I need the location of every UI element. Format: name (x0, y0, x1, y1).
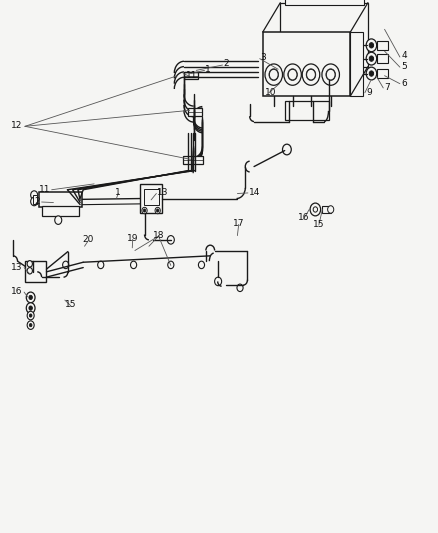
Circle shape (215, 277, 222, 286)
Bar (144, 189, 159, 205)
Text: 4: 4 (401, 51, 407, 60)
Text: 11: 11 (39, 185, 50, 193)
Circle shape (237, 284, 243, 292)
Bar (285, 0, 364, 5)
Circle shape (155, 207, 160, 214)
Bar (140, 184, 162, 213)
Circle shape (369, 71, 374, 76)
Circle shape (26, 303, 35, 313)
Circle shape (26, 292, 35, 303)
Circle shape (366, 67, 377, 80)
Circle shape (326, 69, 335, 80)
Circle shape (29, 314, 32, 317)
Text: 1: 1 (205, 65, 211, 74)
Text: 15: 15 (313, 220, 325, 229)
Circle shape (29, 295, 32, 300)
Circle shape (63, 261, 69, 269)
Text: 18: 18 (153, 231, 164, 239)
Circle shape (27, 261, 32, 267)
Text: 2: 2 (223, 60, 229, 68)
Text: 10: 10 (265, 88, 276, 96)
Bar (377, 41, 388, 50)
Circle shape (313, 207, 318, 212)
Bar (39, 192, 82, 207)
Text: 5: 5 (401, 62, 407, 70)
Text: 20: 20 (83, 235, 94, 244)
Text: 17: 17 (233, 219, 244, 228)
Circle shape (283, 144, 291, 155)
Circle shape (142, 207, 147, 214)
Text: 15: 15 (65, 301, 77, 309)
Circle shape (29, 324, 32, 327)
Circle shape (366, 52, 377, 65)
Circle shape (29, 306, 32, 310)
Bar (183, 156, 202, 164)
Text: 6: 6 (401, 79, 407, 87)
Text: 19: 19 (127, 234, 138, 243)
Circle shape (167, 236, 174, 244)
Circle shape (27, 321, 34, 329)
Circle shape (288, 69, 297, 80)
Circle shape (143, 209, 146, 212)
Text: 9: 9 (366, 88, 372, 96)
Bar (280, 3, 368, 67)
Circle shape (27, 311, 34, 320)
Bar (263, 32, 350, 96)
Text: 16: 16 (11, 287, 23, 296)
Bar (25, 261, 46, 282)
Circle shape (55, 216, 62, 224)
Text: 16: 16 (298, 214, 309, 222)
Bar (377, 54, 388, 63)
Circle shape (322, 64, 339, 85)
Text: 3: 3 (260, 53, 266, 62)
Circle shape (27, 268, 32, 274)
Circle shape (168, 261, 174, 269)
Text: 7: 7 (385, 83, 390, 92)
Bar (184, 72, 198, 79)
Text: 13: 13 (11, 263, 23, 271)
Circle shape (310, 203, 321, 216)
Circle shape (328, 206, 334, 213)
Circle shape (366, 39, 377, 52)
Text: 11: 11 (186, 71, 198, 79)
Circle shape (369, 56, 374, 61)
Bar (42, 206, 79, 216)
Text: 14: 14 (249, 188, 260, 197)
Circle shape (265, 64, 283, 85)
Circle shape (156, 209, 159, 212)
Bar (33, 195, 37, 204)
Circle shape (198, 261, 205, 269)
Text: 12: 12 (11, 121, 23, 130)
Text: 13: 13 (157, 188, 168, 197)
Circle shape (369, 43, 374, 48)
Circle shape (307, 69, 315, 80)
Text: 2: 2 (35, 197, 40, 206)
Circle shape (31, 191, 38, 199)
Circle shape (284, 64, 301, 85)
Text: 1: 1 (115, 188, 121, 197)
Bar (350, 32, 363, 96)
Bar (322, 206, 331, 213)
Circle shape (98, 261, 104, 269)
Bar (188, 108, 202, 116)
Circle shape (269, 69, 278, 80)
Circle shape (302, 64, 320, 85)
Bar (377, 69, 388, 78)
Circle shape (31, 197, 38, 206)
Circle shape (131, 261, 137, 269)
Bar (285, 101, 328, 120)
